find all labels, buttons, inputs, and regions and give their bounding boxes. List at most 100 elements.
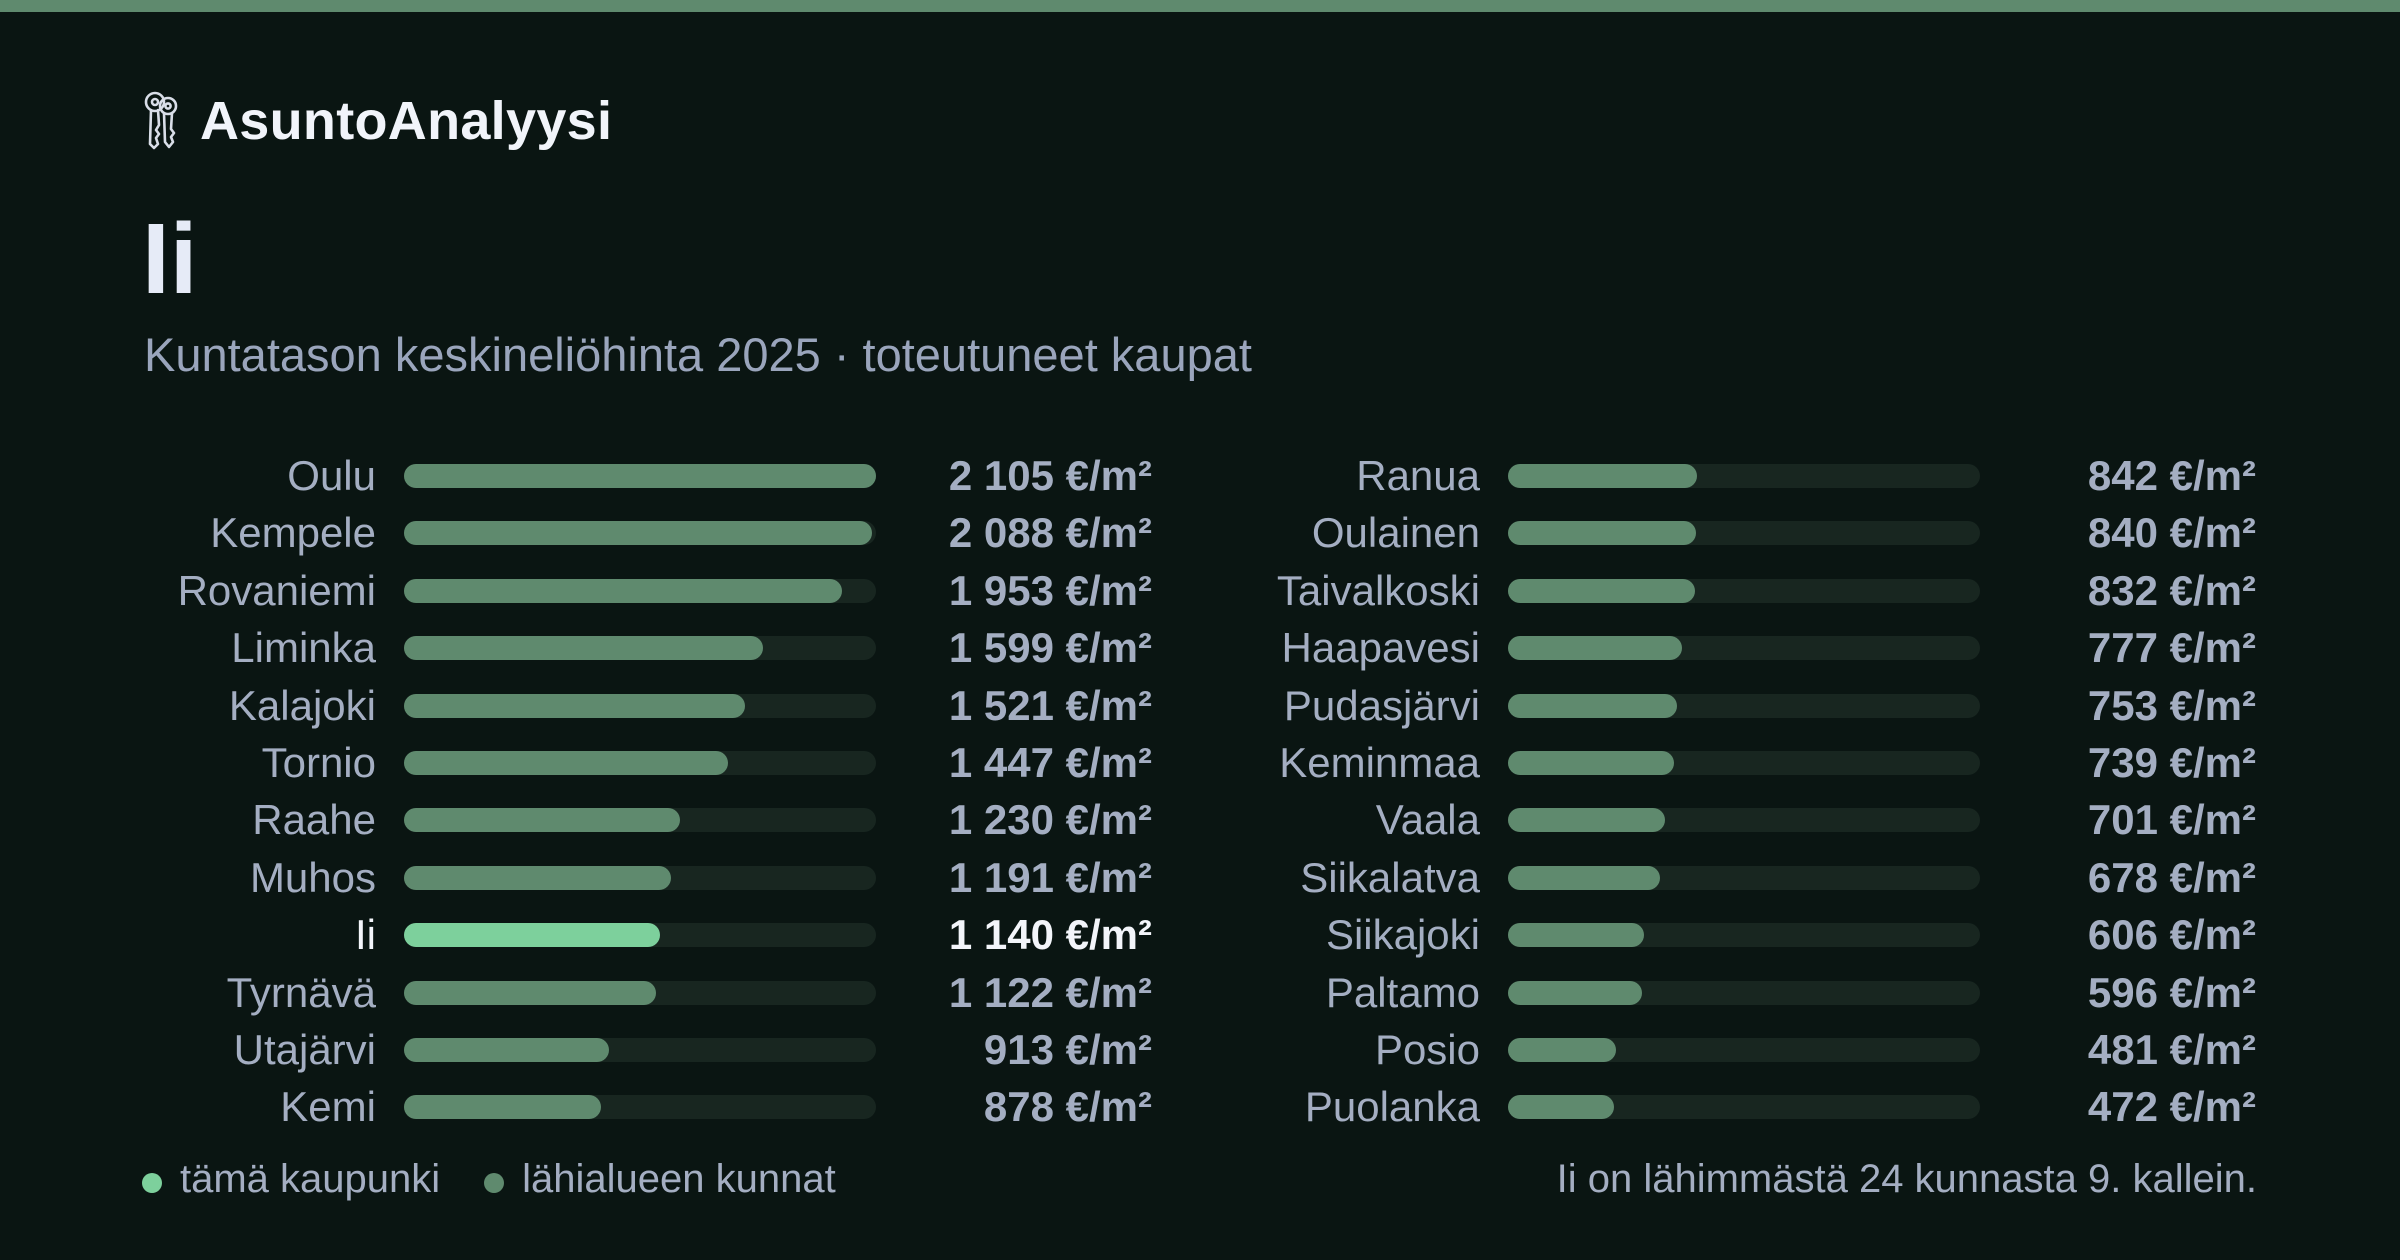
top-accent-stripe: [0, 0, 2400, 12]
bar-label: Pudasjärvi: [1283, 682, 1480, 729]
bar-label: Tyrnävä: [226, 969, 376, 1016]
bar: [1508, 1095, 1614, 1119]
bar-row: Paltamo 596 €/m²: [0, 970, 2400, 1016]
bar-row: Rovaniemi 1 953 €/m²: [0, 568, 2400, 614]
bar-value-label: 840 €/m²: [2087, 509, 2256, 556]
bar-track: [404, 981, 876, 1005]
bar-label: Paltamo: [1325, 969, 1480, 1016]
bar: [404, 579, 842, 603]
bar-value-label: 2 088 €/m²: [948, 509, 1152, 556]
bar-value-label: 739 €/m²: [2087, 739, 2256, 786]
bar: [1508, 464, 1697, 488]
bar: [1508, 866, 1660, 890]
bar-row: Tornio 1 447 €/m²: [0, 740, 2400, 786]
bar: [404, 1038, 609, 1062]
bar-row: Keminmaa 739 €/m²: [0, 740, 2400, 786]
bar-track: [1508, 923, 1980, 947]
bar-track: [404, 751, 876, 775]
bar-track: [1508, 866, 1980, 890]
bar-row: Siikajoki 606 €/m²: [0, 912, 2400, 958]
bar-track: [1508, 464, 1980, 488]
bar-row-highlight: Ii 1 140 €/m²: [0, 912, 2400, 958]
bar: [404, 694, 745, 718]
bar-label: Vaala: [1375, 796, 1480, 843]
bar-value-label: 913 €/m²: [983, 1026, 1152, 1073]
bar: [404, 751, 728, 775]
bar-label: Keminmaa: [1279, 739, 1480, 786]
bar-track: [1508, 808, 1980, 832]
bar-value-label: 1 599 €/m²: [948, 624, 1152, 671]
rank-footnote: Ii on lähimmästä 24 kunnasta 9. kallein.: [1556, 1157, 2257, 1201]
bar: [1508, 521, 1696, 545]
bar-track: [1508, 694, 1980, 718]
bar-row: Muhos 1 191 €/m²: [0, 855, 2400, 901]
bar-value-label: 1 447 €/m²: [948, 739, 1152, 786]
bar-row: Raahe 1 230 €/m²: [0, 797, 2400, 843]
bar-label: Raahe: [252, 796, 376, 843]
bar-row: Vaala 701 €/m²: [0, 797, 2400, 843]
bar: [404, 808, 680, 832]
bar-value-label: 842 €/m²: [2087, 452, 2256, 499]
bar: [404, 981, 656, 1005]
bar-row: Kalajoki 1 521 €/m²: [0, 683, 2400, 729]
bar-label: Kemi: [280, 1083, 376, 1130]
bar: [1508, 579, 1695, 603]
bar-value-label: 1 140 €/m²: [948, 911, 1152, 958]
bar-label: Utajärvi: [233, 1026, 376, 1073]
legend-dot-nearby: [484, 1173, 505, 1193]
bar-label: Ii: [355, 911, 376, 958]
bar-value-label: 678 €/m²: [2087, 854, 2256, 901]
bar-value-label: 1 953 €/m²: [948, 567, 1152, 614]
bar-value-label: 472 €/m²: [2087, 1083, 2256, 1130]
bar: [404, 636, 763, 660]
bar-track: [1508, 636, 1980, 660]
bar: [1508, 1038, 1616, 1062]
bar-track: [404, 579, 876, 603]
bar-track: [1508, 521, 1980, 545]
bar-row: Liminka 1 599 €/m²: [0, 625, 2400, 671]
bar-track: [404, 521, 876, 545]
bar-label: Kempele: [210, 509, 376, 556]
page-title: Ii: [142, 203, 198, 315]
bar: [1508, 636, 1682, 660]
bar-track: [404, 1038, 876, 1062]
bar-row: Puolanka 472 €/m²: [0, 1084, 2400, 1130]
bar-value-label: 596 €/m²: [2087, 969, 2256, 1016]
bar-row: Ranua 842 €/m²: [0, 453, 2400, 499]
bar: [404, 521, 872, 545]
bar: [1508, 981, 1642, 1005]
bar-value-label: 606 €/m²: [2087, 911, 2256, 958]
bar-label: Tornio: [261, 739, 376, 786]
bar-value-label: 777 €/m²: [2087, 624, 2256, 671]
brand-name: AsuntoAnalyysi: [200, 91, 613, 151]
bar-track: [1508, 1095, 1980, 1119]
bar-value-label: 753 €/m²: [2087, 682, 2256, 729]
brand: AsuntoAnalyysi: [140, 88, 612, 154]
bar-label: Siikalatva: [1300, 854, 1480, 901]
page-subtitle: Kuntatason keskineliöhinta 2025 · toteut…: [144, 328, 1252, 381]
bar-label: Haapavesi: [1281, 624, 1480, 671]
bar-track: [404, 923, 876, 947]
bar-label: Muhos: [249, 854, 376, 901]
bar: [404, 866, 671, 890]
bar-row: Taivalkoski 832 €/m²: [0, 568, 2400, 614]
bar-label: Oulainen: [1311, 509, 1480, 556]
bar-label: Taivalkoski: [1276, 567, 1480, 614]
legend-label-nearby: lähialueen kunnat: [522, 1156, 836, 1201]
bar-track: [404, 808, 876, 832]
bar-row: Posio 481 €/m²: [0, 1027, 2400, 1073]
bar-value-label: 701 €/m²: [2087, 796, 2256, 843]
bar-row: Kempele 2 088 €/m²: [0, 510, 2400, 556]
bar-value-label: 2 105 €/m²: [948, 452, 1152, 499]
keys-icon: [144, 91, 178, 150]
bar-value-label: 481 €/m²: [2087, 1026, 2256, 1073]
bar-label: Siikajoki: [1325, 911, 1480, 958]
bar-value-label: 832 €/m²: [2087, 567, 2256, 614]
bar-value-label: 1 191 €/m²: [948, 854, 1152, 901]
bar-label: Puolanka: [1304, 1083, 1480, 1130]
bar-row: Utajärvi 913 €/m²: [0, 1027, 2400, 1073]
bar-label: Liminka: [231, 624, 376, 671]
bar-value-label: 878 €/m²: [983, 1083, 1152, 1130]
bar-track: [404, 636, 876, 660]
bar: [404, 464, 876, 488]
